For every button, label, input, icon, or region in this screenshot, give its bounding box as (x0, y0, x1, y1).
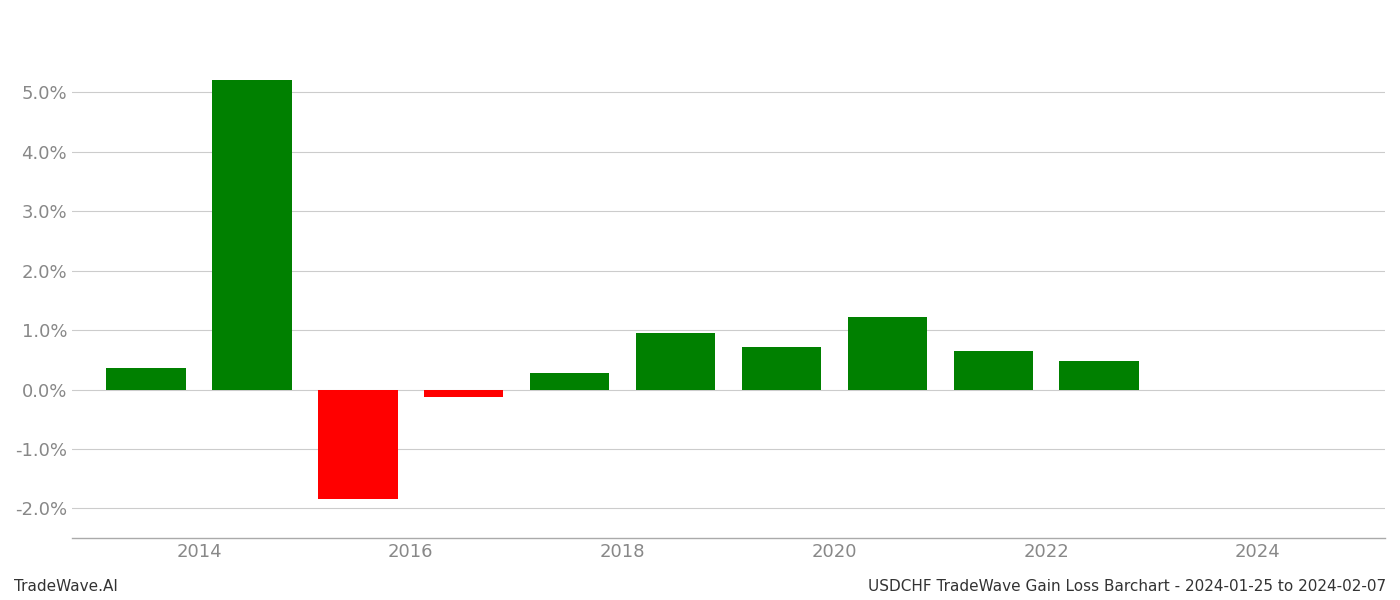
Bar (213, 80, 291, 389)
Bar (424, 389, 504, 397)
Bar (1060, 361, 1138, 389)
Bar (531, 373, 609, 389)
Bar (636, 333, 715, 389)
Bar (318, 389, 398, 499)
Text: USDCHF TradeWave Gain Loss Barchart - 2024-01-25 to 2024-02-07: USDCHF TradeWave Gain Loss Barchart - 20… (868, 579, 1386, 594)
Text: TradeWave.AI: TradeWave.AI (14, 579, 118, 594)
Bar (847, 317, 927, 389)
Bar (742, 347, 822, 389)
Bar (106, 368, 186, 389)
Bar (953, 351, 1033, 389)
